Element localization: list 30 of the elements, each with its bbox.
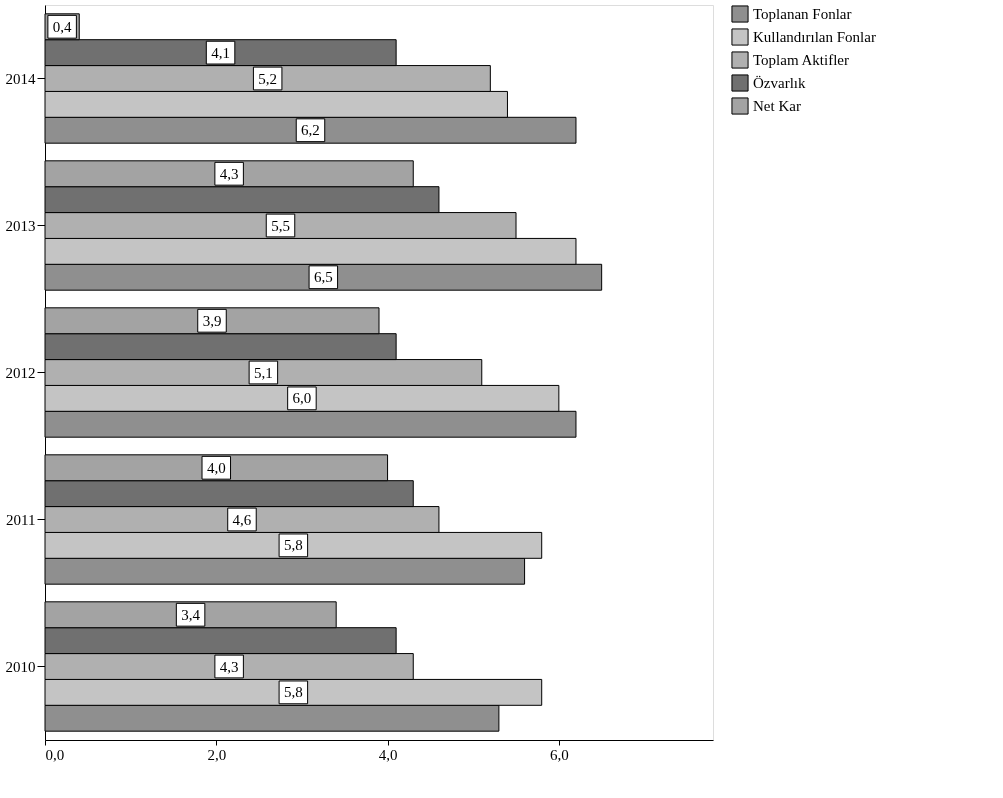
y-tick-label: 2012 [5,364,36,381]
data-label: 3,4 [181,606,201,623]
data-label: 6,5 [313,269,333,286]
data-label: 4,6 [232,511,252,528]
y-tick-label: 2010 [5,658,36,675]
data-label: 0,4 [52,18,72,35]
legend-label: Toplanan Fonlar [753,6,852,22]
y-tick-label: 2014 [5,70,36,87]
x-tick-label: 0,0 [45,746,65,763]
x-tick-label: 4,0 [378,746,398,763]
legend-label: Kullandırılan Fonlar [753,29,876,45]
data-label: 6,2 [301,122,320,139]
data-label: 5,8 [283,684,303,701]
data-label: 5,2 [258,70,278,87]
x-tick-label: 6,0 [549,746,569,763]
data-label: 5,8 [283,537,303,554]
data-label: 4,3 [219,658,239,675]
data-label: 6,0 [292,390,312,407]
data-label: 3,9 [202,312,222,329]
data-label: 5,5 [271,217,290,234]
y-tick-label: 2013 [5,217,36,234]
legend-label: Net Kar [753,98,801,114]
legend-label: Toplam Aktifler [753,52,850,68]
data-label: 4,1 [211,44,230,61]
legend-label: Özvarlık [753,75,806,91]
x-tick-label: 2,0 [207,746,227,763]
data-label: 4,3 [219,165,239,182]
data-label: 5,1 [254,364,273,381]
y-tick-label: 2011 [6,511,36,528]
data-label: 4,0 [206,459,226,476]
